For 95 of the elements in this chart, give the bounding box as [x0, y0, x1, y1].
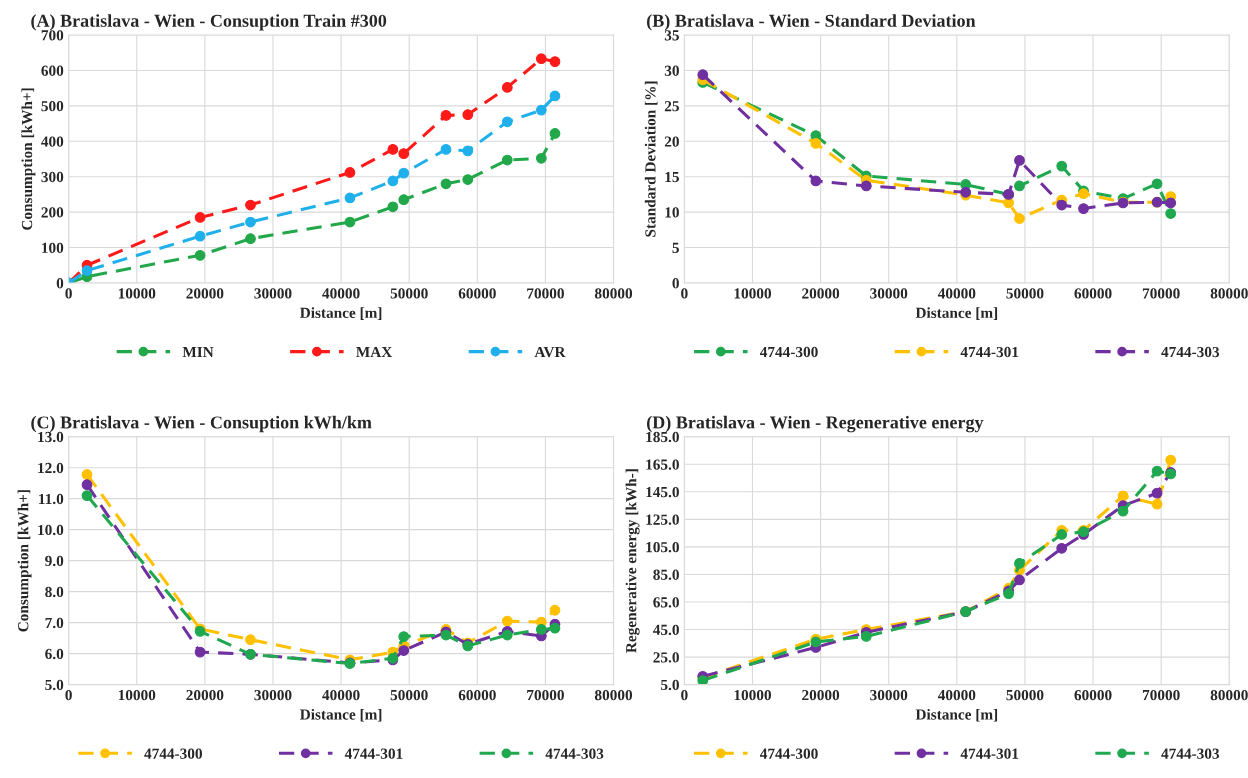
y-axis-title: Standard Deviation [%]: [644, 81, 658, 237]
x-tick-label: 10000: [734, 288, 772, 299]
y-tick-label: 5: [672, 242, 679, 253]
x-tick-label: 30000: [870, 689, 908, 701]
y-tick-label: 45.0: [652, 624, 679, 636]
x-tick-label: 60000: [458, 288, 496, 299]
y-tick-label: 600: [41, 65, 64, 76]
x-tick-label: 60000: [1074, 288, 1112, 299]
x-tick-label: 0: [65, 288, 72, 299]
x-tick-label: 40000: [937, 288, 976, 299]
x-tick-label: 20000: [802, 689, 840, 701]
y-tick-label: 145.0: [646, 486, 679, 498]
y-tick-label: 10.0: [38, 524, 64, 536]
x-tick-label: 30000: [254, 689, 292, 701]
x-tick-label: 0: [681, 288, 688, 299]
y-tick-label: 125.0: [646, 514, 679, 525]
y-tick-label: 165.0: [646, 459, 679, 470]
y-tick-label: 9.0: [45, 555, 64, 567]
legend-label: 4744-303: [1161, 748, 1220, 759]
y-tick-label: 5.0: [661, 679, 679, 691]
y-tick-label: 300: [41, 171, 64, 183]
legend-label: MIN: [182, 346, 214, 357]
x-axis-title: Distance [m]: [915, 708, 998, 722]
x-tick-label: 40000: [322, 288, 360, 299]
x-tick-label: 40000: [937, 689, 976, 701]
y-tick-label: 185.0: [646, 431, 679, 443]
y-tick-label: 500: [41, 100, 64, 112]
y-tick-label: 0: [672, 278, 679, 289]
y-axis-title: Consumption [kWh+]: [17, 490, 32, 632]
legend-label: 4744-301: [344, 748, 403, 759]
legend-label: MAX: [356, 346, 393, 357]
x-axis-title: Distance [m]: [300, 307, 382, 320]
y-tick-label: 20: [664, 136, 679, 147]
x-tick-label: 50000: [390, 689, 428, 701]
x-tick-label: 10000: [118, 288, 156, 299]
x-tick-label: 50000: [1006, 689, 1044, 701]
x-tick-label: 50000: [390, 288, 428, 299]
y-tick-label: 30: [664, 65, 679, 76]
y-tick-label: 100: [42, 242, 64, 253]
y-tick-label: 11.0: [39, 493, 64, 505]
y-tick-label: 0: [56, 278, 64, 289]
x-tick-label: 80000: [594, 689, 633, 701]
x-tick-label: 10000: [734, 689, 772, 701]
y-tick-label: 5.0: [45, 679, 64, 691]
x-tick-label: 30000: [254, 288, 292, 299]
chart-title: (C) Bratislava - Wien - Consuption kWh/km: [31, 415, 372, 433]
y-tick-label: 8.0: [45, 586, 64, 598]
legend-label: 4744-303: [545, 748, 604, 759]
legend-label: 4744-300: [759, 748, 818, 759]
y-tick-label: 25.0: [653, 652, 679, 663]
y-axis-title: Consumption [kWh+]: [21, 88, 36, 230]
x-tick-label: 60000: [1074, 689, 1112, 701]
y-tick-label: 200: [41, 207, 64, 218]
y-tick-label: 85.0: [653, 569, 679, 580]
y-tick-label: 700: [41, 30, 64, 41]
x-tick-label: 50000: [1006, 288, 1044, 299]
y-axis-title: Regenerative energy [kWh-]: [625, 469, 640, 653]
chart-title: (B) Bratislava - Wien - Standard Deviation: [647, 14, 976, 31]
x-tick-label: 80000: [594, 288, 633, 299]
legend-label: 4744-301: [960, 748, 1019, 759]
x-tick-label: 30000: [870, 288, 908, 299]
x-tick-label: 80000: [1210, 689, 1248, 701]
x-tick-label: 70000: [1142, 288, 1180, 299]
x-tick-label: 0: [681, 689, 688, 701]
legend-label: 4744-301: [960, 346, 1019, 358]
y-tick-label: 35: [664, 30, 679, 41]
x-tick-label: 40000: [322, 689, 360, 701]
y-tick-label: 12.0: [38, 462, 64, 474]
y-tick-label: 25: [664, 101, 679, 112]
x-tick-label: 80000: [1210, 288, 1248, 299]
y-tick-label: 13.0: [38, 431, 64, 443]
x-axis-title: Distance [m]: [915, 307, 998, 320]
x-tick-label: 20000: [186, 689, 224, 701]
x-tick-label: 70000: [527, 288, 564, 299]
y-tick-label: 400: [41, 136, 64, 147]
y-tick-label: 105.0: [646, 542, 679, 553]
chart-title: (A) Bratislava - Wien - Consuption Train #300: [31, 14, 387, 31]
x-tick-label: 20000: [802, 288, 840, 299]
x-tick-label: 70000: [1142, 689, 1180, 701]
y-tick-label: 6.0: [45, 648, 64, 660]
x-tick-label: 60000: [458, 689, 496, 701]
x-tick-label: 20000: [186, 288, 224, 299]
x-tick-label: 70000: [527, 689, 564, 701]
x-tick-label: 0: [65, 689, 72, 701]
chart-title: (D) Bratislava - Wien - Regenerative energy: [647, 415, 984, 433]
y-tick-label: 10: [665, 207, 679, 218]
legend-label: 4744-303: [1161, 346, 1220, 358]
x-tick-label: 10000: [118, 689, 156, 701]
legend-label: 4744-300: [759, 346, 818, 358]
legend-label: AVR: [534, 346, 566, 358]
x-axis-title: Distance [m]: [300, 708, 382, 722]
y-tick-label: 15: [665, 171, 679, 183]
y-tick-label: 65.0: [653, 597, 679, 608]
y-tick-label: 7.0: [45, 617, 64, 629]
legend-label: 4744-300: [144, 748, 202, 759]
